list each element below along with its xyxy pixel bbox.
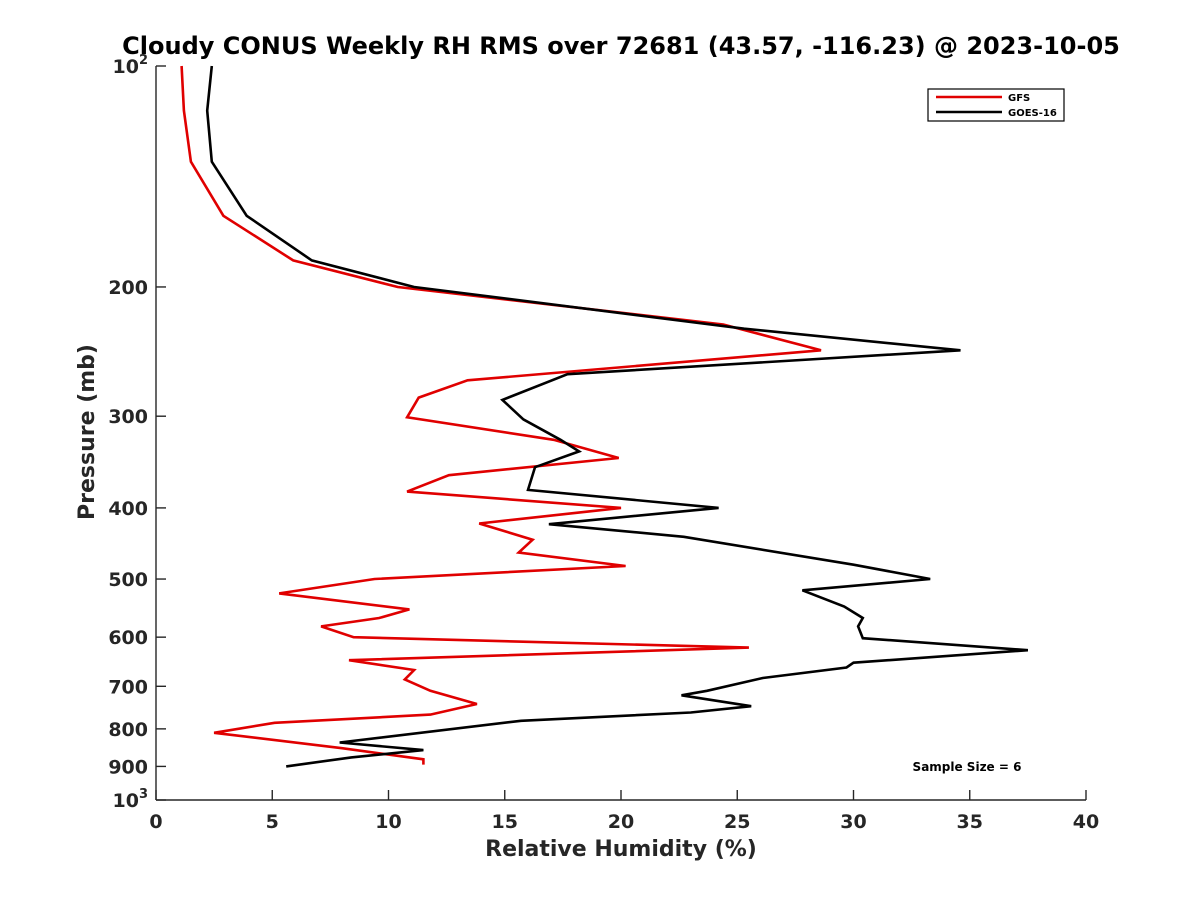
y-tick-label: 800 [108, 719, 148, 741]
x-tick-label: 10 [375, 811, 401, 833]
legend-box [927, 88, 1065, 122]
legend: GFS GOES-16 [927, 88, 1065, 122]
x-tick-label: 30 [840, 811, 866, 833]
legend-label-goes-16: GOES-16 [1008, 108, 1057, 119]
axes [155, 65, 1087, 801]
y-tick-label: 600 [108, 627, 148, 649]
x-tick-label: 25 [724, 811, 750, 833]
sample-size-annotation: Sample Size = 6 [913, 760, 1022, 774]
y-tick-label: 900 [108, 756, 148, 778]
series-line-gfs [180, 65, 822, 765]
y-tick-label: 300 [108, 406, 148, 428]
y-tick-label: 400 [108, 498, 148, 520]
series-lines [180, 65, 1028, 768]
y-tick-labels: 102 200 300 400 500 600 700 800 900 103 [108, 53, 148, 812]
x-tick-labels: 0 5 10 15 20 25 30 35 40 [149, 811, 1099, 833]
series-line-goes-16 [205, 65, 1028, 768]
x-tick-label: 35 [957, 811, 983, 833]
x-tick-label: 20 [608, 811, 634, 833]
y-tick-label: 700 [108, 676, 148, 698]
x-tick-label: 5 [266, 811, 279, 833]
y-tick-label: 102 [113, 53, 149, 78]
y-tick-label: 103 [113, 787, 149, 812]
x-axis-label: Relative Humidity (%) [485, 837, 757, 862]
legend-label-gfs: GFS [1008, 93, 1030, 104]
y-tick-label: 200 [108, 277, 148, 299]
x-tick-label: 15 [492, 811, 518, 833]
x-tick-label: 40 [1073, 811, 1099, 833]
y-tick-label: 500 [108, 569, 148, 591]
chart-title: Cloudy CONUS Weekly RH RMS over 72681 (4… [122, 32, 1120, 60]
y-axis-label: Pressure (mb) [75, 344, 100, 520]
x-tick-label: 0 [149, 811, 162, 833]
